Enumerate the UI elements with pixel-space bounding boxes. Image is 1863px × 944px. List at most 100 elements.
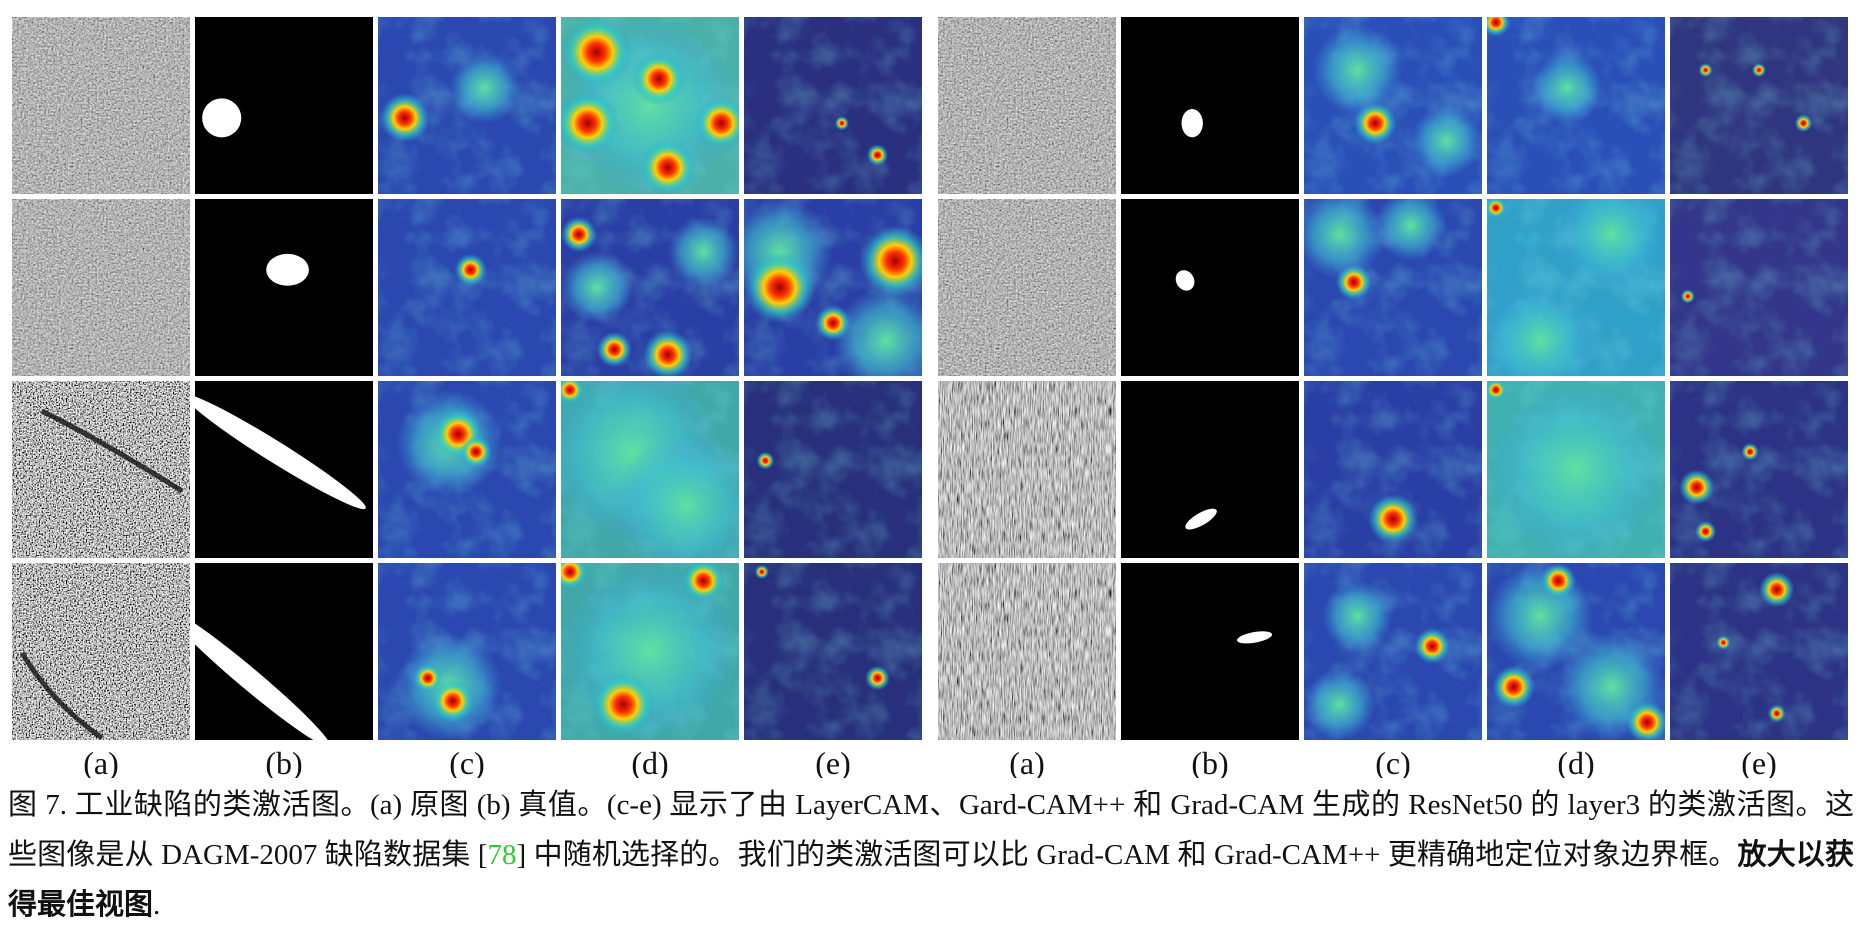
image-tile: [1670, 17, 1848, 194]
image-tile: [1304, 17, 1482, 194]
mask-bg: [1121, 199, 1299, 376]
image-tile: [1304, 381, 1482, 558]
heat-hot: [459, 435, 492, 468]
image-tile: [378, 199, 556, 376]
image-tile: [561, 199, 739, 376]
heat-noise: [1670, 563, 1848, 740]
column-label: (d): [631, 745, 668, 778]
image-tile: [195, 17, 373, 194]
heat-hot: [431, 679, 475, 723]
heat-hot: [865, 665, 890, 691]
image-tile: [195, 381, 373, 558]
caption-text: ] 中随机选择的。我们的类激活图可以比 Grad-CAM 和 Grad-CAM+…: [516, 839, 1738, 871]
image-tile: [1487, 563, 1665, 740]
heat-hot: [561, 381, 585, 405]
heat-hot: [1741, 442, 1759, 461]
column-label: (a): [83, 745, 119, 778]
texture: [938, 563, 1116, 740]
image-tile: [1121, 17, 1299, 194]
heat-hot: [561, 563, 588, 590]
heat-hot: [1492, 665, 1536, 709]
caption-text: .: [153, 889, 161, 921]
heat-hot: [834, 116, 850, 131]
image-tile: [1487, 199, 1665, 376]
heat-warm: [1487, 381, 1665, 558]
heat-warm: [449, 52, 521, 124]
heat-warm: [1558, 199, 1665, 288]
heat-hot: [1414, 628, 1450, 664]
mask-blob: [1236, 631, 1273, 644]
heat-hot: [1487, 199, 1507, 219]
image-tile: [1670, 381, 1848, 558]
texture: [938, 199, 1116, 376]
heat-hot: [1487, 381, 1507, 401]
heat-warm: [1304, 199, 1385, 279]
image-tile: [378, 17, 556, 194]
heat-hot: [1694, 520, 1717, 543]
heat-hot: [682, 563, 725, 603]
heat-hot: [1716, 635, 1731, 650]
image-tile: [12, 17, 190, 194]
heat-hot: [561, 91, 620, 156]
image-tile: [1121, 381, 1299, 558]
heat-hot: [379, 92, 430, 143]
heat-hot: [1678, 469, 1715, 505]
image-tile: [561, 563, 739, 740]
caption-emphasis: 放大以获得最佳视图: [8, 839, 1854, 921]
image-tile: [195, 199, 373, 376]
heat-warm: [1375, 199, 1447, 262]
heat-hot: [639, 138, 697, 194]
image-tile: [744, 563, 922, 740]
image-grid: (a) (b) (c) (d) (e) (a) (b) (c) (d) (e): [12, 17, 1848, 778]
mask-bg: [1121, 381, 1299, 558]
image-tile: [938, 199, 1116, 376]
mask-bg: [1121, 17, 1299, 194]
column-label: (c): [1375, 745, 1411, 778]
heat-warm: [1304, 669, 1376, 740]
image-tile: [12, 199, 190, 376]
heat-hot: [859, 225, 922, 297]
mask-blob: [1181, 109, 1203, 138]
heat-warm: [1321, 580, 1393, 652]
heat-hot: [1336, 264, 1372, 300]
heat-warm: [667, 216, 739, 288]
heat-hot: [694, 96, 739, 150]
image-tile: [1487, 17, 1665, 194]
image-tile: [12, 381, 190, 558]
heat-hot: [744, 251, 816, 324]
heat-hot: [754, 564, 769, 579]
heat-hot: [1698, 62, 1713, 78]
heat-hot: [1794, 114, 1813, 133]
heat-noise: [378, 199, 556, 376]
image-tile: [12, 563, 190, 740]
citation[interactable]: 78: [487, 839, 517, 871]
defect-line: [40, 408, 184, 494]
image-tile: [1121, 199, 1299, 376]
mask-blob: [1175, 270, 1195, 291]
heat-hot: [815, 305, 851, 341]
image-tile: [938, 563, 1116, 740]
image-tile: [938, 17, 1116, 194]
heat-hot: [1540, 563, 1576, 599]
column-label: (c): [449, 745, 485, 778]
texture: [12, 17, 190, 194]
image-tile: [378, 563, 556, 740]
image-tile: [1121, 563, 1299, 740]
heat-hot: [1759, 571, 1795, 608]
heat-hot: [561, 17, 633, 88]
heat-noise: [1670, 17, 1848, 194]
column-label: (d): [1557, 745, 1594, 778]
caption-text: 图 7. 工业缺陷的类激活图。(a) 原图 (b) 真值。(c-e) 显示了由 …: [8, 789, 1854, 871]
heat-hot: [1353, 101, 1397, 145]
image-tile: [1304, 563, 1482, 740]
column-label: (e): [1741, 745, 1777, 778]
texture: [12, 381, 190, 558]
image-tile: [1670, 199, 1848, 376]
column-label: (b): [1191, 745, 1228, 778]
image-tile: [195, 563, 373, 740]
texture: [12, 563, 190, 740]
texture: [12, 199, 190, 376]
column-label: (a): [1009, 745, 1045, 778]
image-tile: [938, 381, 1116, 558]
texture: [938, 17, 1116, 194]
